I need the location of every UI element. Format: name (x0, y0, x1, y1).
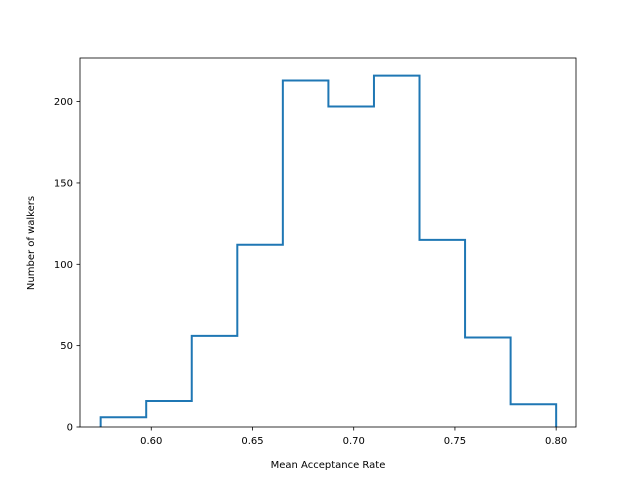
x-tick-label: 0.75 (444, 436, 466, 447)
x-axis-label: Mean Acceptance Rate (271, 460, 386, 471)
y-axis-label: Number of walkers (26, 196, 37, 290)
x-tick-label: 0.80 (545, 436, 567, 447)
histogram-step-line (99, 74, 558, 427)
y-tick-label: 0 (67, 423, 73, 434)
y-tick-label: 50 (60, 341, 73, 352)
x-tick-label: 0.65 (241, 436, 263, 447)
axes-frame (79, 57, 577, 428)
plot-area (79, 57, 577, 428)
y-tick-label: 100 (54, 260, 73, 271)
x-tick-label: 0.60 (140, 436, 162, 447)
y-axis: 0 50 100 150 200 (54, 97, 80, 434)
y-tick-label: 150 (54, 178, 73, 189)
x-axis: 0.60 0.65 0.70 0.75 0.80 (140, 427, 567, 447)
x-tick-label: 0.70 (343, 436, 365, 447)
y-tick-label: 200 (54, 97, 73, 108)
